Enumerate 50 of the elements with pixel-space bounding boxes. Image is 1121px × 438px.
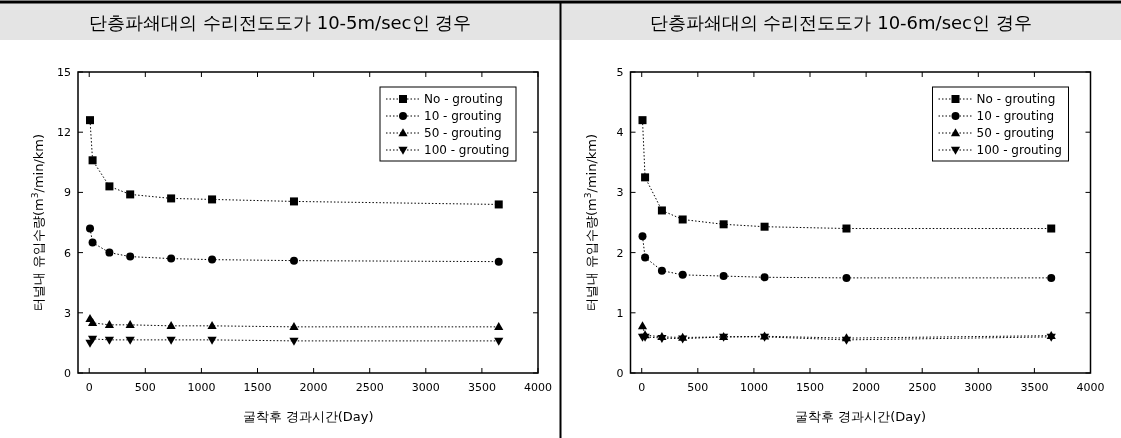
x-tick-label: 4000	[524, 381, 552, 394]
legend-item: 100 - grouting	[385, 143, 510, 157]
chart-title: 단층파쇄대의 수리전도도가 10-6m/sec인 경우	[649, 12, 1032, 33]
y-tick-label: 0	[616, 367, 624, 380]
legend-item: No - grouting	[938, 92, 1056, 106]
x-tick-label: 500	[134, 381, 156, 394]
x-tick-label: 1000	[187, 381, 216, 394]
y-tick-label: 12	[57, 126, 71, 140]
x-tick-label: 1500	[796, 381, 825, 394]
y-tick-label: 15	[57, 66, 71, 79]
x-tick-label: 3000	[964, 381, 993, 394]
y-tick-label: 4	[616, 126, 624, 140]
y-tick-label: 0	[64, 367, 71, 380]
legend-item: 10 - grouting	[938, 109, 1055, 123]
x-tick-label: 1000	[739, 381, 768, 394]
legend-item: 50 - grouting	[385, 126, 502, 140]
x-tick-label: 4000	[1076, 381, 1105, 394]
x-tick-label: 2000	[299, 381, 328, 394]
x-tick-label: 500	[687, 381, 709, 394]
legend-item: 10 - grouting	[385, 109, 502, 123]
legend-label: No - grouting	[976, 92, 1056, 106]
x-tick-label: 3500	[467, 381, 496, 394]
legend-label: 50 - grouting	[424, 126, 502, 140]
x-tick-label: 2500	[355, 381, 384, 394]
legend-item: No - grouting	[385, 92, 503, 106]
x-tick-label: 0	[85, 381, 93, 394]
y-tick-label: 6	[64, 246, 71, 260]
legend-label: 100 - grouting	[976, 143, 1062, 157]
legend-item: 50 - grouting	[938, 126, 1055, 140]
x-tick-label: 3000	[411, 381, 440, 394]
y-tick-label: 5	[616, 66, 624, 79]
y-tick-label: 1	[616, 306, 624, 320]
legend-item: 100 - grouting	[938, 143, 1062, 157]
x-axis-title: 굴착후 경과시간(Day)	[242, 409, 374, 424]
y-tick-label: 3	[616, 186, 624, 200]
chart-title: 단층파쇄대의 수리전도도가 10-5m/sec인 경우	[89, 12, 472, 33]
legend-label: 10 - grouting	[976, 109, 1055, 123]
y-tick-label: 2	[616, 246, 624, 260]
legend-label: 100 - grouting	[424, 143, 510, 157]
x-axis-title: 굴착후 경과시간(Day)	[795, 409, 926, 424]
x-tick-label: 0	[638, 381, 646, 394]
x-tick-label: 2000	[852, 381, 881, 394]
x-tick-label: 3500	[1020, 381, 1049, 394]
legend-label: No - grouting	[424, 92, 503, 106]
legend-label: 50 - grouting	[976, 126, 1055, 140]
x-tick-label: 1500	[243, 381, 272, 394]
y-tick-label: 3	[64, 306, 71, 320]
y-tick-label: 9	[64, 186, 71, 200]
x-tick-label: 2500	[908, 381, 937, 394]
legend-label: 10 - grouting	[424, 109, 502, 123]
